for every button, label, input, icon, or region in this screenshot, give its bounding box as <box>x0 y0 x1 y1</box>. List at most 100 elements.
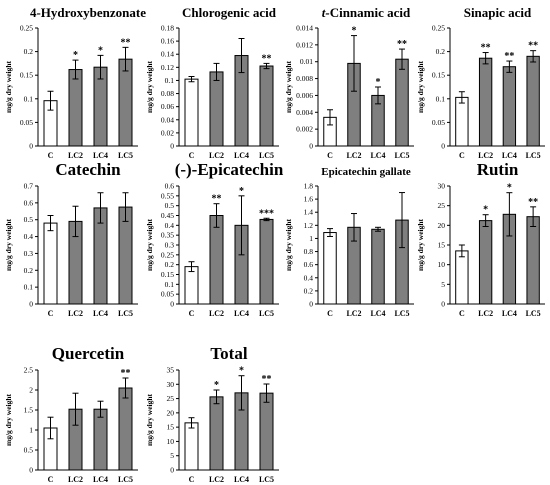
x-tick-label: LC5 <box>526 309 541 318</box>
significance-label: *** <box>259 208 274 219</box>
y-tick-label: 0.2 <box>436 47 446 56</box>
y-tick-label: 0.14 <box>161 50 174 59</box>
y-tick-label: 0.02 <box>161 128 174 137</box>
y-tick-label: 0.12 <box>161 63 174 72</box>
x-tick-label: LC5 <box>118 475 133 484</box>
x-tick-label: LC2 <box>68 309 83 318</box>
y-tick-label: 20 <box>167 408 175 417</box>
y-tick-label: 1.5 <box>24 406 34 415</box>
y-tick-label: 0.16 <box>161 37 174 46</box>
x-tick-label: C <box>459 151 465 160</box>
x-tick-label: LC4 <box>93 309 108 318</box>
y-tick-label: 0.3 <box>165 241 175 250</box>
y-tick-label: 0.5 <box>165 201 175 210</box>
x-tick-label: C <box>459 309 465 318</box>
y-tick-label: 0.1 <box>436 94 446 103</box>
x-tick-label: LC2 <box>478 309 493 318</box>
significance-label: ** <box>528 197 538 208</box>
x-tick-label: LC2 <box>478 151 493 160</box>
significance-label: * <box>98 45 103 56</box>
y-tick-label: 0.35 <box>161 231 174 240</box>
significance-label: ** <box>121 37 131 48</box>
y-tick-label: 0 <box>441 142 445 151</box>
y-tick-label: 1.2 <box>304 221 314 230</box>
chart-panel: Epicatechin gallate mg/g dry weight 0 0.2 0.… <box>284 166 414 318</box>
y-tick-label: 0.014 <box>296 24 313 33</box>
y-tick-label: 1.6 <box>304 195 314 204</box>
y-axis-label: mg/g dry weight <box>284 60 293 113</box>
y-tick-label: 0.6 <box>165 182 175 191</box>
x-tick-label: LC4 <box>502 151 517 160</box>
bar <box>526 55 540 147</box>
bar <box>184 422 199 471</box>
y-tick-label: 0 <box>170 142 174 151</box>
bar <box>259 392 274 471</box>
y-tick-label: 5 <box>441 280 445 289</box>
y-tick-label: 30 <box>167 380 175 389</box>
bar <box>526 216 540 305</box>
y-tick-label: 0.05 <box>432 118 445 127</box>
significance-label: ** <box>481 43 491 54</box>
x-tick-label: LC2 <box>68 475 83 484</box>
x-tick-label: LC2 <box>209 309 224 318</box>
x-tick-label: LC5 <box>526 151 541 160</box>
x-tick-label: LC4 <box>502 309 517 318</box>
x-tick-label: LC4 <box>93 151 108 160</box>
y-tick-label: 0 <box>309 142 313 151</box>
x-tick-label: LC2 <box>209 475 224 484</box>
y-tick-label: 0.05 <box>161 290 174 299</box>
y-axis-label: mg/g dry weight <box>145 60 154 113</box>
significance-label: ** <box>121 368 131 379</box>
y-axis-label: mg/g dry weight <box>4 218 13 271</box>
x-tick-label: LC4 <box>370 151 385 160</box>
x-tick-label: LC4 <box>93 475 108 484</box>
x-tick-label: LC5 <box>394 309 409 318</box>
bar <box>118 58 133 147</box>
y-tick-label: 0.08 <box>161 89 174 98</box>
significance-label: * <box>352 26 357 37</box>
x-tick-label: LC2 <box>209 151 224 160</box>
chart-panel: Rutin mg/g dry weight 0 5 10 15 20 25 30 C * LC2 * LC… <box>416 160 545 318</box>
significance-label: * <box>376 77 381 88</box>
chart-title: Quercetin <box>52 344 125 363</box>
y-tick-label: 0.1 <box>24 283 34 292</box>
y-tick-label: 0.6 <box>304 260 314 269</box>
bar <box>209 396 224 471</box>
y-tick-label: 0.008 <box>296 74 313 83</box>
bar <box>68 69 83 147</box>
chart-panel: Chlorogenic acid mg/g dry weight 0 0.02 0.04… <box>145 5 279 160</box>
y-tick-label: 0.1 <box>24 94 34 103</box>
chart-title: (-)-Epicatechin <box>175 160 284 179</box>
x-tick-label: LC2 <box>68 151 83 160</box>
y-tick-label: 0.01 <box>300 57 313 66</box>
x-tick-label: LC5 <box>259 475 274 484</box>
significance-label: ** <box>262 53 272 64</box>
y-tick-label: 0.004 <box>296 108 313 117</box>
y-tick-label: 0.006 <box>296 91 313 100</box>
bar <box>478 57 493 147</box>
y-tick-label: 0.55 <box>161 191 174 200</box>
chart-title: Rutin <box>477 160 519 179</box>
x-tick-label: LC2 <box>346 151 361 160</box>
x-tick-label: LC5 <box>118 151 133 160</box>
bar <box>259 218 274 305</box>
significance-label: * <box>239 186 244 197</box>
x-tick-label: LC4 <box>234 475 249 484</box>
y-tick-label: 0.18 <box>161 24 174 33</box>
y-tick-label: 0.25 <box>20 24 33 33</box>
y-tick-label: 0.3 <box>24 249 34 258</box>
bar <box>93 408 108 471</box>
y-tick-label: 0.4 <box>24 232 34 241</box>
y-tick-label: 0 <box>29 142 33 151</box>
x-tick-label: C <box>189 309 195 318</box>
significance-label: * <box>483 205 488 216</box>
y-tick-label: 1.8 <box>304 182 314 191</box>
chart-title: Sinapic acid <box>464 5 532 20</box>
bar <box>259 65 274 147</box>
x-tick-label: C <box>327 309 333 318</box>
y-tick-label: 25 <box>167 394 175 403</box>
y-tick-label: 0.05 <box>20 118 33 127</box>
y-tick-label: 0.04 <box>161 115 174 124</box>
x-tick-label: C <box>48 309 54 318</box>
